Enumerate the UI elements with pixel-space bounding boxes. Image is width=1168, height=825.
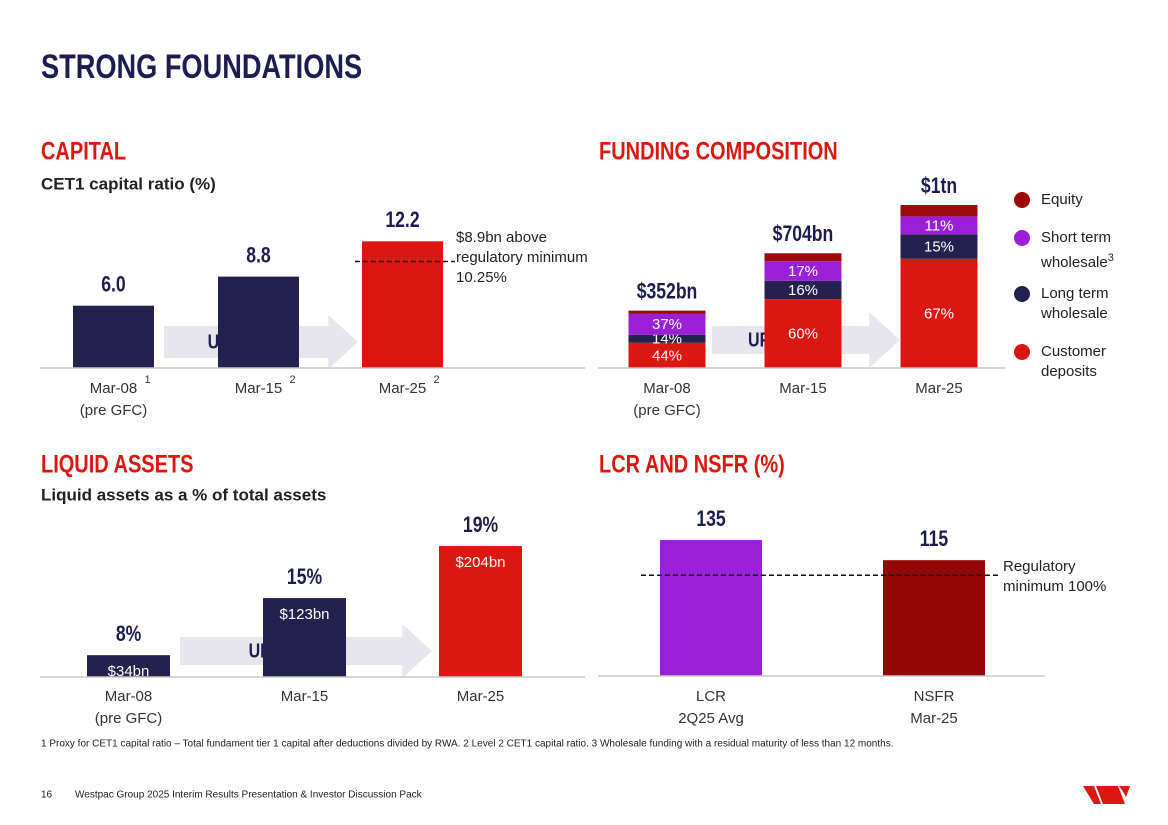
segment-label: 16% bbox=[788, 282, 818, 299]
legend-ref: 3 bbox=[1107, 252, 1114, 264]
category-ref: 2 bbox=[290, 374, 296, 386]
bar-segment bbox=[764, 299, 842, 368]
section-subtitle: CET1 capital ratio (%) bbox=[41, 174, 216, 193]
segment-label: 67% bbox=[924, 305, 954, 322]
category-label: Mar-25 bbox=[910, 710, 958, 727]
bar-value-label: $204bn bbox=[455, 554, 505, 571]
bar-segment bbox=[628, 313, 706, 335]
legend-swatch bbox=[1014, 192, 1030, 208]
reference-label: Regulatory minimum 100% bbox=[1003, 558, 1107, 595]
section-title: CAPITAL bbox=[41, 138, 126, 166]
bar-segment bbox=[628, 334, 706, 343]
bar-value-label: 6.0 bbox=[101, 273, 125, 297]
category-label: LCR bbox=[696, 688, 726, 705]
bar-segment bbox=[628, 342, 706, 368]
section-title: FUNDING COMPOSITION bbox=[599, 138, 838, 166]
segment-label: 60% bbox=[788, 326, 818, 343]
segment-label: 14% bbox=[652, 331, 682, 348]
category-label: Mar-25 bbox=[457, 688, 505, 705]
bar-value-label: $34bn bbox=[108, 663, 150, 680]
segment-label: 17% bbox=[788, 263, 818, 280]
footnote: 1 Proxy for CET1 capital ratio – Total f… bbox=[41, 739, 893, 750]
bar bbox=[218, 276, 299, 368]
category-label: (pre GFC) bbox=[95, 710, 163, 727]
category-label: Mar-08 bbox=[90, 380, 138, 397]
category-label: Mar-15 bbox=[779, 380, 827, 397]
bar-value-label: 12.2 bbox=[385, 208, 419, 232]
category-label: (pre GFC) bbox=[633, 402, 701, 419]
bar-total-label: $352bn bbox=[637, 280, 698, 304]
bar bbox=[73, 305, 154, 368]
bar bbox=[439, 546, 522, 677]
bar bbox=[362, 241, 443, 368]
page-number: 16 bbox=[41, 790, 53, 801]
bar-segment bbox=[764, 261, 842, 281]
segment-label: 11% bbox=[925, 217, 954, 234]
bar-top-label: 19% bbox=[463, 513, 498, 537]
category-label: (pre GFC) bbox=[80, 402, 148, 419]
bar-segment bbox=[900, 205, 978, 217]
bar-segment bbox=[900, 234, 978, 259]
category-ref: 2 bbox=[434, 374, 440, 386]
category-label: Mar-15 bbox=[235, 380, 283, 397]
bar-value-label: $123bn bbox=[279, 606, 329, 623]
bar-value-label: 135 bbox=[696, 507, 725, 531]
bar bbox=[660, 540, 762, 676]
page-title: STRONG FOUNDATIONS bbox=[41, 47, 362, 86]
legend-swatch bbox=[1014, 230, 1030, 246]
legend-swatch bbox=[1014, 344, 1030, 360]
bar-segment bbox=[628, 310, 706, 314]
legend-swatch bbox=[1014, 286, 1030, 302]
category-label: Mar-25 bbox=[379, 380, 427, 397]
bar-top-label: 8% bbox=[116, 622, 142, 646]
legend-label: Customer deposits bbox=[1041, 343, 1107, 380]
category-label: NSFR bbox=[914, 688, 955, 705]
category-ref: 1 bbox=[145, 374, 151, 386]
section-subtitle: Liquid assets as a % of total assets bbox=[41, 485, 326, 504]
legend-label: Long term wholesale bbox=[1041, 285, 1109, 322]
legend-label: Short term wholesale3 bbox=[1041, 229, 1114, 271]
reference-label: $8.9bn above regulatory minimum 10.25% bbox=[456, 229, 588, 286]
bar bbox=[263, 598, 346, 677]
segment-label: 15% bbox=[924, 239, 954, 256]
legend-label: Equity bbox=[1041, 191, 1083, 208]
bar-segment bbox=[900, 258, 978, 368]
section-title: LIQUID ASSETS bbox=[41, 451, 194, 479]
section-title: LCR AND NSFR (%) bbox=[599, 451, 785, 479]
category-label: Mar-25 bbox=[915, 380, 963, 397]
bar-total-label: $704bn bbox=[773, 222, 834, 246]
bar-segment bbox=[764, 253, 842, 262]
category-label: 2Q25 Avg bbox=[678, 710, 744, 727]
bar-value-label: 8.8 bbox=[246, 244, 270, 268]
logo bbox=[1083, 786, 1130, 804]
segment-label: 37% bbox=[652, 316, 682, 333]
bar-segment bbox=[764, 280, 842, 300]
segment-label: 44% bbox=[652, 347, 682, 364]
footer-text: Westpac Group 2025 Interim Results Prese… bbox=[75, 790, 423, 801]
bar bbox=[87, 655, 170, 677]
bar-segment bbox=[900, 216, 978, 235]
bar-value-label: 115 bbox=[920, 527, 948, 551]
bar bbox=[883, 560, 985, 676]
category-label: Mar-08 bbox=[643, 380, 691, 397]
bar-top-label: 15% bbox=[287, 565, 322, 589]
bar-total-label: $1tn bbox=[921, 174, 957, 198]
category-label: Mar-08 bbox=[105, 688, 153, 705]
category-label: Mar-15 bbox=[281, 688, 329, 705]
